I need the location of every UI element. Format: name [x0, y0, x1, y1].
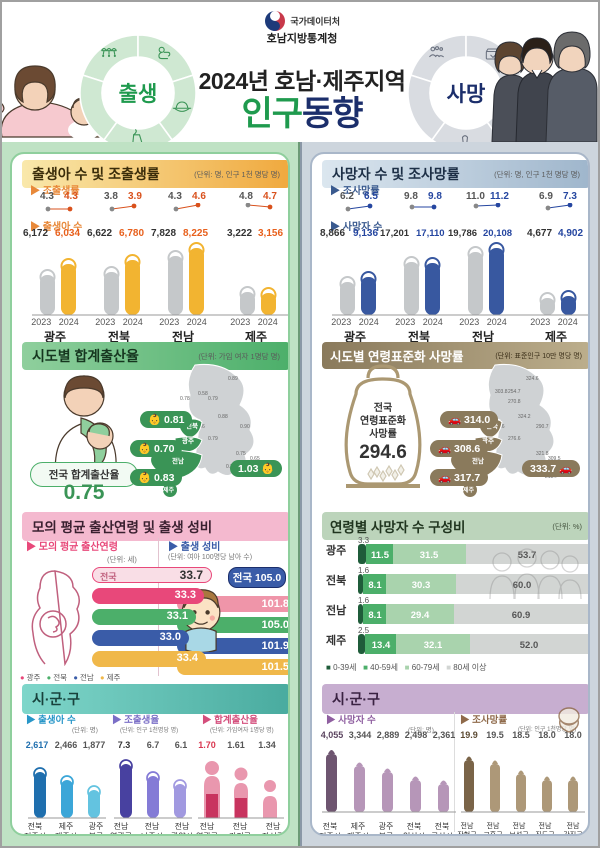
svg-text:324.2: 324.2: [518, 414, 531, 420]
svg-text:전남: 전남: [472, 456, 484, 465]
svg-text:0.88: 0.88: [218, 414, 228, 420]
svg-text:290.7: 290.7: [536, 424, 549, 430]
svg-text:0.58: 0.58: [198, 391, 208, 397]
svg-text:270.8: 270.8: [508, 399, 521, 405]
svg-text:321.8: 321.8: [536, 451, 549, 457]
svg-text:254.7: 254.7: [508, 389, 521, 395]
svg-text:0.90: 0.90: [240, 424, 250, 430]
svg-text:8.1: 8.1: [368, 610, 382, 621]
svg-text:31.5: 31.5: [420, 550, 439, 561]
svg-text:0.79: 0.79: [208, 436, 218, 442]
svg-text:32.1: 32.1: [424, 640, 443, 651]
svg-text:제주: 제주: [163, 486, 175, 494]
svg-text:0.89: 0.89: [228, 376, 238, 382]
svg-text:11.5: 11.5: [371, 550, 390, 561]
svg-text:전남: 전남: [172, 456, 184, 465]
svg-text:0.79: 0.79: [208, 396, 218, 402]
svg-text:324.6: 324.6: [526, 376, 539, 382]
svg-text:29.4: 29.4: [411, 610, 430, 621]
svg-text:0.75: 0.75: [236, 451, 246, 457]
svg-text:276.6: 276.6: [508, 436, 521, 442]
svg-text:303.8: 303.8: [495, 389, 508, 395]
svg-text:광주: 광주: [182, 436, 194, 445]
svg-text:8.1: 8.1: [368, 580, 382, 591]
svg-text:52.0: 52.0: [520, 640, 539, 651]
svg-text:13.4: 13.4: [372, 640, 391, 651]
svg-text:0.78: 0.78: [180, 396, 190, 402]
svg-text:30.3: 30.3: [412, 580, 431, 591]
svg-text:제주: 제주: [463, 486, 475, 494]
